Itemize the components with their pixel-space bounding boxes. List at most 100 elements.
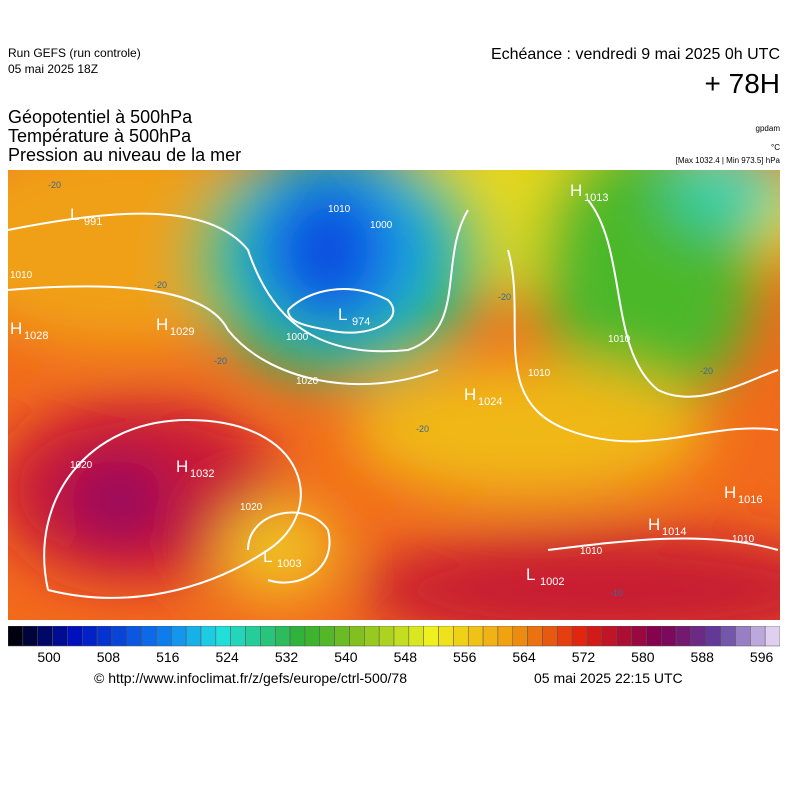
- color-swatch: [616, 626, 632, 647]
- color-swatch: [81, 626, 98, 647]
- colorbar-tick: 580: [631, 649, 655, 665]
- color-swatch: [289, 626, 306, 647]
- footer-url: © http://www.infoclimat.fr/z/gefs/europe…: [94, 670, 408, 686]
- colorbar-tick: 500: [37, 649, 61, 665]
- isobar-label: 1000: [286, 332, 309, 343]
- color-swatch: [185, 626, 202, 647]
- color-swatch: [378, 626, 395, 647]
- colorbar-tick: 572: [572, 649, 596, 665]
- center-type: H: [570, 181, 582, 200]
- color-swatch: [453, 626, 469, 647]
- temp-label: -20: [154, 280, 167, 290]
- unit-geo: gpdam: [755, 124, 780, 133]
- temp-label: -20: [214, 356, 227, 366]
- color-swatch: [22, 626, 38, 647]
- color-swatch: [764, 626, 780, 647]
- color-swatch: [631, 626, 647, 647]
- color-swatch: [230, 626, 246, 647]
- color-swatch: [304, 626, 321, 647]
- titles: Géopotentiel à 500hPa Température à 500h…: [8, 108, 241, 165]
- colorbar-tick: 516: [156, 649, 180, 665]
- center-value: 1028: [24, 330, 48, 342]
- colorbar-tick: 532: [275, 649, 299, 665]
- color-swatch: [675, 626, 692, 647]
- isobar-label: 1020: [240, 502, 263, 513]
- color-swatch: [126, 626, 142, 647]
- color-swatch: [111, 626, 128, 647]
- colorbar-tick: 596: [750, 649, 774, 665]
- isobar-label: 1010: [328, 204, 351, 215]
- center-value: 1029: [170, 326, 194, 338]
- color-swatch: [646, 626, 662, 647]
- color-swatch: [690, 626, 707, 647]
- title: Pression au niveau de la mer: [8, 145, 242, 165]
- center-value: 1032: [190, 468, 214, 480]
- color-swatch: [557, 626, 573, 647]
- color-swatch: [319, 626, 335, 647]
- color-swatch: [408, 626, 424, 647]
- color-swatch: [67, 626, 83, 647]
- unit-temp: °C: [771, 143, 780, 152]
- run-date: 05 mai 2025 18Z: [8, 62, 99, 76]
- color-swatch: [660, 626, 677, 647]
- color-swatch: [512, 626, 528, 647]
- isobar-label: 1010: [608, 334, 631, 345]
- color-swatch: [349, 626, 365, 647]
- temp-label: -20: [700, 366, 713, 376]
- lead-time: + 78H: [704, 68, 781, 99]
- color-swatch: [423, 626, 439, 647]
- center-type: H: [156, 315, 168, 334]
- temp-label: -10: [610, 588, 623, 598]
- isobar-label: 1010: [10, 270, 33, 281]
- color-swatch: [245, 626, 261, 647]
- color-swatch: [52, 626, 68, 647]
- isobar-label: 1010: [528, 368, 551, 379]
- center-type: H: [464, 385, 476, 404]
- color-swatch: [274, 626, 291, 647]
- color-swatch: [586, 626, 603, 647]
- color-swatch: [37, 626, 53, 647]
- title: Géopotentiel à 500hPa: [8, 107, 193, 127]
- colorbar-tick: 524: [215, 649, 239, 665]
- color-swatch: [527, 626, 543, 647]
- isobar-label: 1020: [70, 460, 93, 471]
- color-swatch: [141, 626, 157, 647]
- center-type: L: [338, 305, 347, 324]
- center-value: 1003: [277, 558, 301, 570]
- colorbar-tick: 564: [512, 649, 536, 665]
- temp-label: -20: [48, 180, 61, 190]
- center-value: 1016: [738, 494, 762, 506]
- color-swatch: [393, 626, 410, 647]
- center-type: H: [648, 515, 660, 534]
- color-swatch: [215, 626, 231, 647]
- echeance: Echéance : vendredi 9 mai 2025 0h UTC: [490, 46, 780, 63]
- color-swatch: [438, 626, 454, 647]
- center-value: 974: [352, 316, 370, 328]
- color-swatch: [735, 626, 751, 647]
- colorbar-tick: 508: [97, 649, 121, 665]
- colorbar: 5005085165245325405485565645725805885966…: [8, 626, 780, 665]
- center-value: 991: [84, 216, 102, 228]
- color-swatch: [364, 626, 380, 647]
- center-value: 1002: [540, 576, 564, 588]
- color-swatch: [200, 626, 217, 647]
- center-type: H: [724, 483, 736, 502]
- color-swatch: [260, 626, 276, 647]
- center-type: L: [263, 547, 272, 566]
- color-swatch: [542, 626, 558, 647]
- center-type: H: [176, 457, 188, 476]
- color-swatch: [601, 626, 617, 647]
- isobar-label: 1010: [732, 534, 755, 545]
- color-swatch: [750, 626, 766, 647]
- isobar-label: 1010: [580, 546, 603, 557]
- colorbar-tick: 548: [394, 649, 418, 665]
- color-swatch: [467, 626, 484, 647]
- color-swatch: [8, 626, 24, 647]
- color-swatch: [497, 626, 514, 647]
- color-swatch: [482, 626, 499, 647]
- color-swatch: [156, 626, 172, 647]
- center-value: 1024: [478, 396, 502, 408]
- center-type: L: [70, 205, 79, 224]
- center-type: L: [526, 565, 535, 584]
